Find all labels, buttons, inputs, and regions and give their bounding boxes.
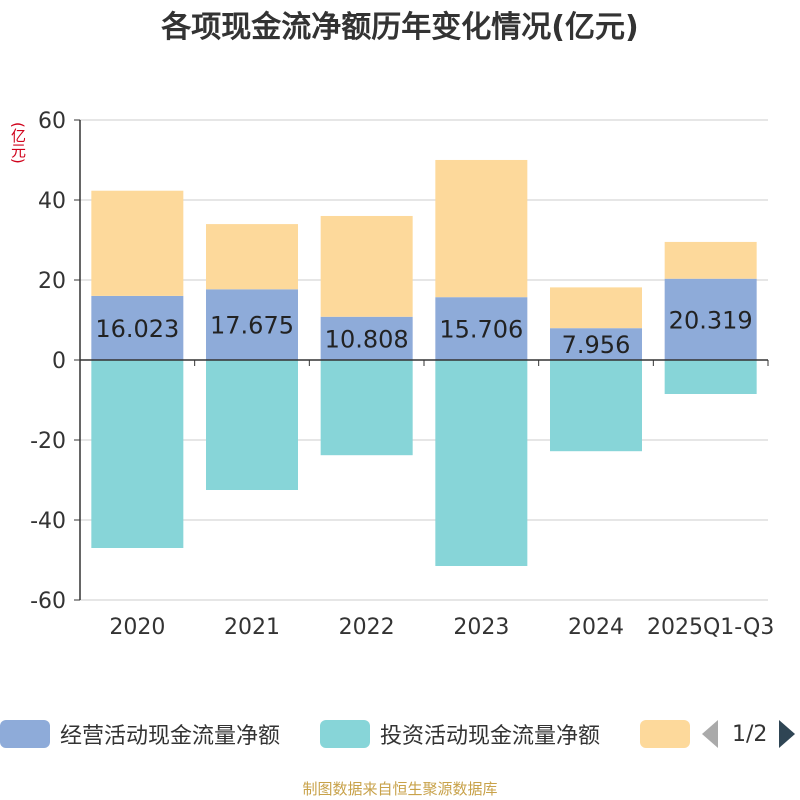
bar-investing-2023 [435, 360, 528, 566]
bar-operating-2025Q1-Q3 [664, 278, 757, 360]
x-tick-label-2024: 2024 [568, 615, 624, 640]
stacked-bar-chart: 60 40 20 0 -20 -40 -60 2020 2021 2022 2023 2024 2025… [30, 109, 774, 640]
legend-swatch-financing [640, 720, 690, 748]
gridlines [80, 119, 768, 601]
bar-operating-2022 [320, 316, 413, 360]
bar-operating-2021 [206, 289, 298, 360]
legend-item-financing[interactable] [640, 716, 700, 752]
legend-label-operating: 经营活动现金流量净额 [60, 724, 281, 749]
legend-page-indicator: 1/2 [732, 721, 768, 747]
data-label-operating-2021: 17.675 [210, 312, 294, 340]
bar-financing-2025Q1-Q3 [664, 241, 757, 279]
x-tick-label-2022: 2022 [339, 615, 395, 640]
legend: 经营活动现金流量净额 投资活动现金流量净额 1/2 [0, 716, 800, 752]
bar-investing-2025Q1-Q3 [664, 360, 757, 394]
y-tick-label: -40 [30, 509, 66, 534]
legend-item-investing[interactable]: 投资活动现金流量净额 [320, 716, 600, 752]
y-axis-unit: (亿元) [9, 122, 27, 164]
bar-investing-2020 [91, 360, 184, 548]
legend-pager: 1/2 [702, 716, 796, 752]
bar-investing-2021 [206, 360, 298, 490]
chart-title: 各项现金流净额历年变化情况(亿元) [161, 10, 639, 45]
x-tick-label-2020: 2020 [109, 615, 165, 640]
y-tick-label: 0 [52, 349, 66, 374]
bar-investing-2024 [550, 360, 642, 452]
y-tick-label: 60 [38, 109, 66, 134]
bar-operating-2024 [550, 328, 642, 360]
bar-financing-2020 [91, 190, 184, 296]
bar-investing-2022 [320, 360, 413, 456]
legend-label-investing: 投资活动现金流量净额 [380, 724, 601, 749]
x-tick-label-2023: 2023 [453, 615, 509, 640]
x-tick-label-2021: 2021 [224, 615, 280, 640]
x-tick-label-2025Q1-Q3: 2025Q1-Q3 [647, 615, 774, 640]
bar-operating-2020 [91, 295, 184, 360]
y-tick-label: 40 [38, 189, 66, 214]
data-labels: 16.023 17.675 10.808 15.706 7.956 20.319 [95, 306, 752, 359]
data-label-operating-2022: 10.808 [325, 325, 409, 353]
data-label-operating-2020: 16.023 [95, 315, 179, 343]
bar-financing-2021 [206, 224, 298, 290]
bar-financing-2022 [320, 215, 413, 317]
legend-prev-arrow-icon[interactable] [702, 720, 718, 748]
y-tick-label: 20 [38, 269, 66, 294]
y-tick-label: -20 [30, 429, 66, 454]
bars [91, 159, 757, 566]
data-label-operating-2023: 15.706 [439, 316, 523, 344]
axes: 60 40 20 0 -20 -40 -60 2020 2021 2022 2023 2024 2025… [30, 109, 774, 640]
legend-swatch-investing [320, 720, 370, 748]
data-label-operating-2025Q1-Q3: 20.319 [669, 306, 753, 334]
data-label-operating-2024: 7.956 [562, 331, 631, 359]
legend-next-arrow-icon[interactable] [779, 720, 796, 748]
legend-item-operating[interactable]: 经营活动现金流量净额 [0, 716, 280, 752]
bar-financing-2024 [550, 287, 642, 329]
y-tick-label: -60 [30, 589, 66, 614]
legend-swatch-operating [0, 720, 50, 748]
data-source-note: 制图数据来自恒生聚源数据库 [302, 780, 498, 798]
bar-operating-2023 [435, 297, 528, 360]
bar-financing-2023 [435, 159, 528, 298]
